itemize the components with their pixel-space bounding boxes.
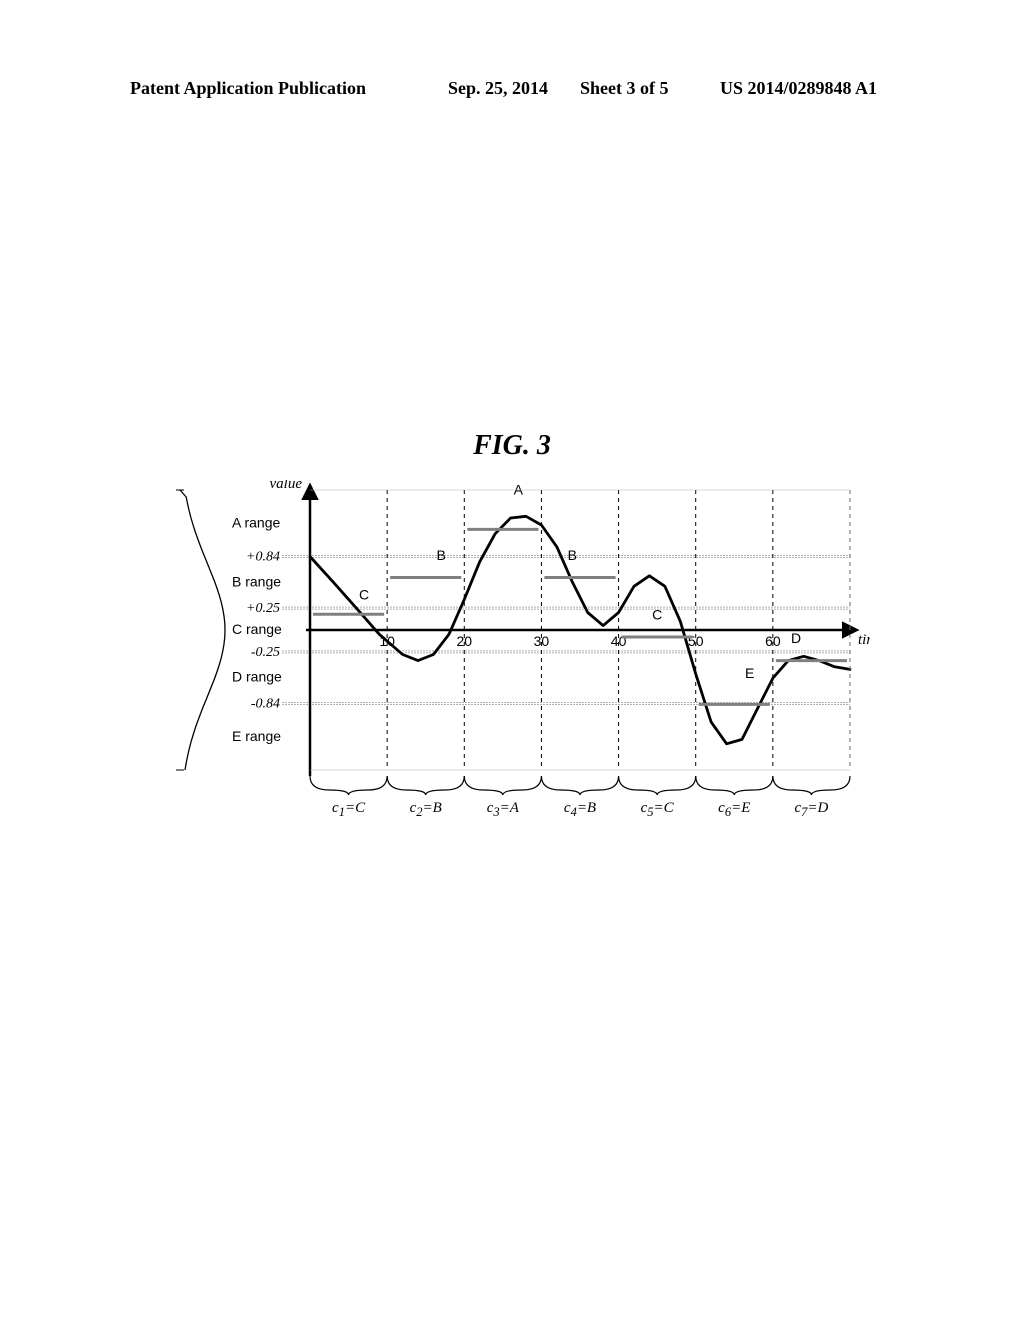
svg-text:value: value (270, 480, 303, 492)
svg-text:time: time (858, 632, 870, 648)
svg-text:50: 50 (688, 633, 704, 649)
header-date: Sep. 25, 2014 (448, 78, 548, 99)
svg-text:30: 30 (534, 633, 550, 649)
svg-text:B: B (436, 547, 445, 563)
header-sheet: Sheet 3 of 5 (580, 78, 669, 99)
svg-text:40: 40 (611, 633, 627, 649)
header-publication: Patent Application Publication (130, 78, 366, 99)
svg-text:E: E (745, 665, 754, 681)
chart-svg: A range B range C range D range E range +0.84… (170, 480, 870, 870)
svg-text:A: A (514, 481, 524, 497)
svg-text:C range: C range (232, 621, 282, 637)
svg-text:C: C (359, 586, 369, 602)
svg-text:B range: B range (232, 573, 281, 589)
svg-text:-0.25: -0.25 (251, 645, 280, 660)
svg-text:D: D (791, 630, 801, 646)
svg-text:20: 20 (456, 633, 472, 649)
svg-text:+0.25: +0.25 (246, 601, 280, 616)
svg-text:+0.84: +0.84 (246, 550, 280, 565)
svg-text:B: B (568, 547, 577, 563)
svg-text:D range: D range (232, 669, 282, 685)
figure-title: FIG. 3 (0, 430, 1024, 462)
svg-text:-0.84: -0.84 (251, 697, 280, 712)
header-pubno: US 2014/0289848 A1 (720, 78, 877, 99)
svg-text:60: 60 (765, 633, 781, 649)
figure-3: A range B range C range D range E range +0.84… (170, 480, 870, 875)
svg-text:C: C (652, 607, 662, 623)
svg-text:A range: A range (232, 514, 280, 530)
svg-text:E range: E range (232, 728, 281, 744)
